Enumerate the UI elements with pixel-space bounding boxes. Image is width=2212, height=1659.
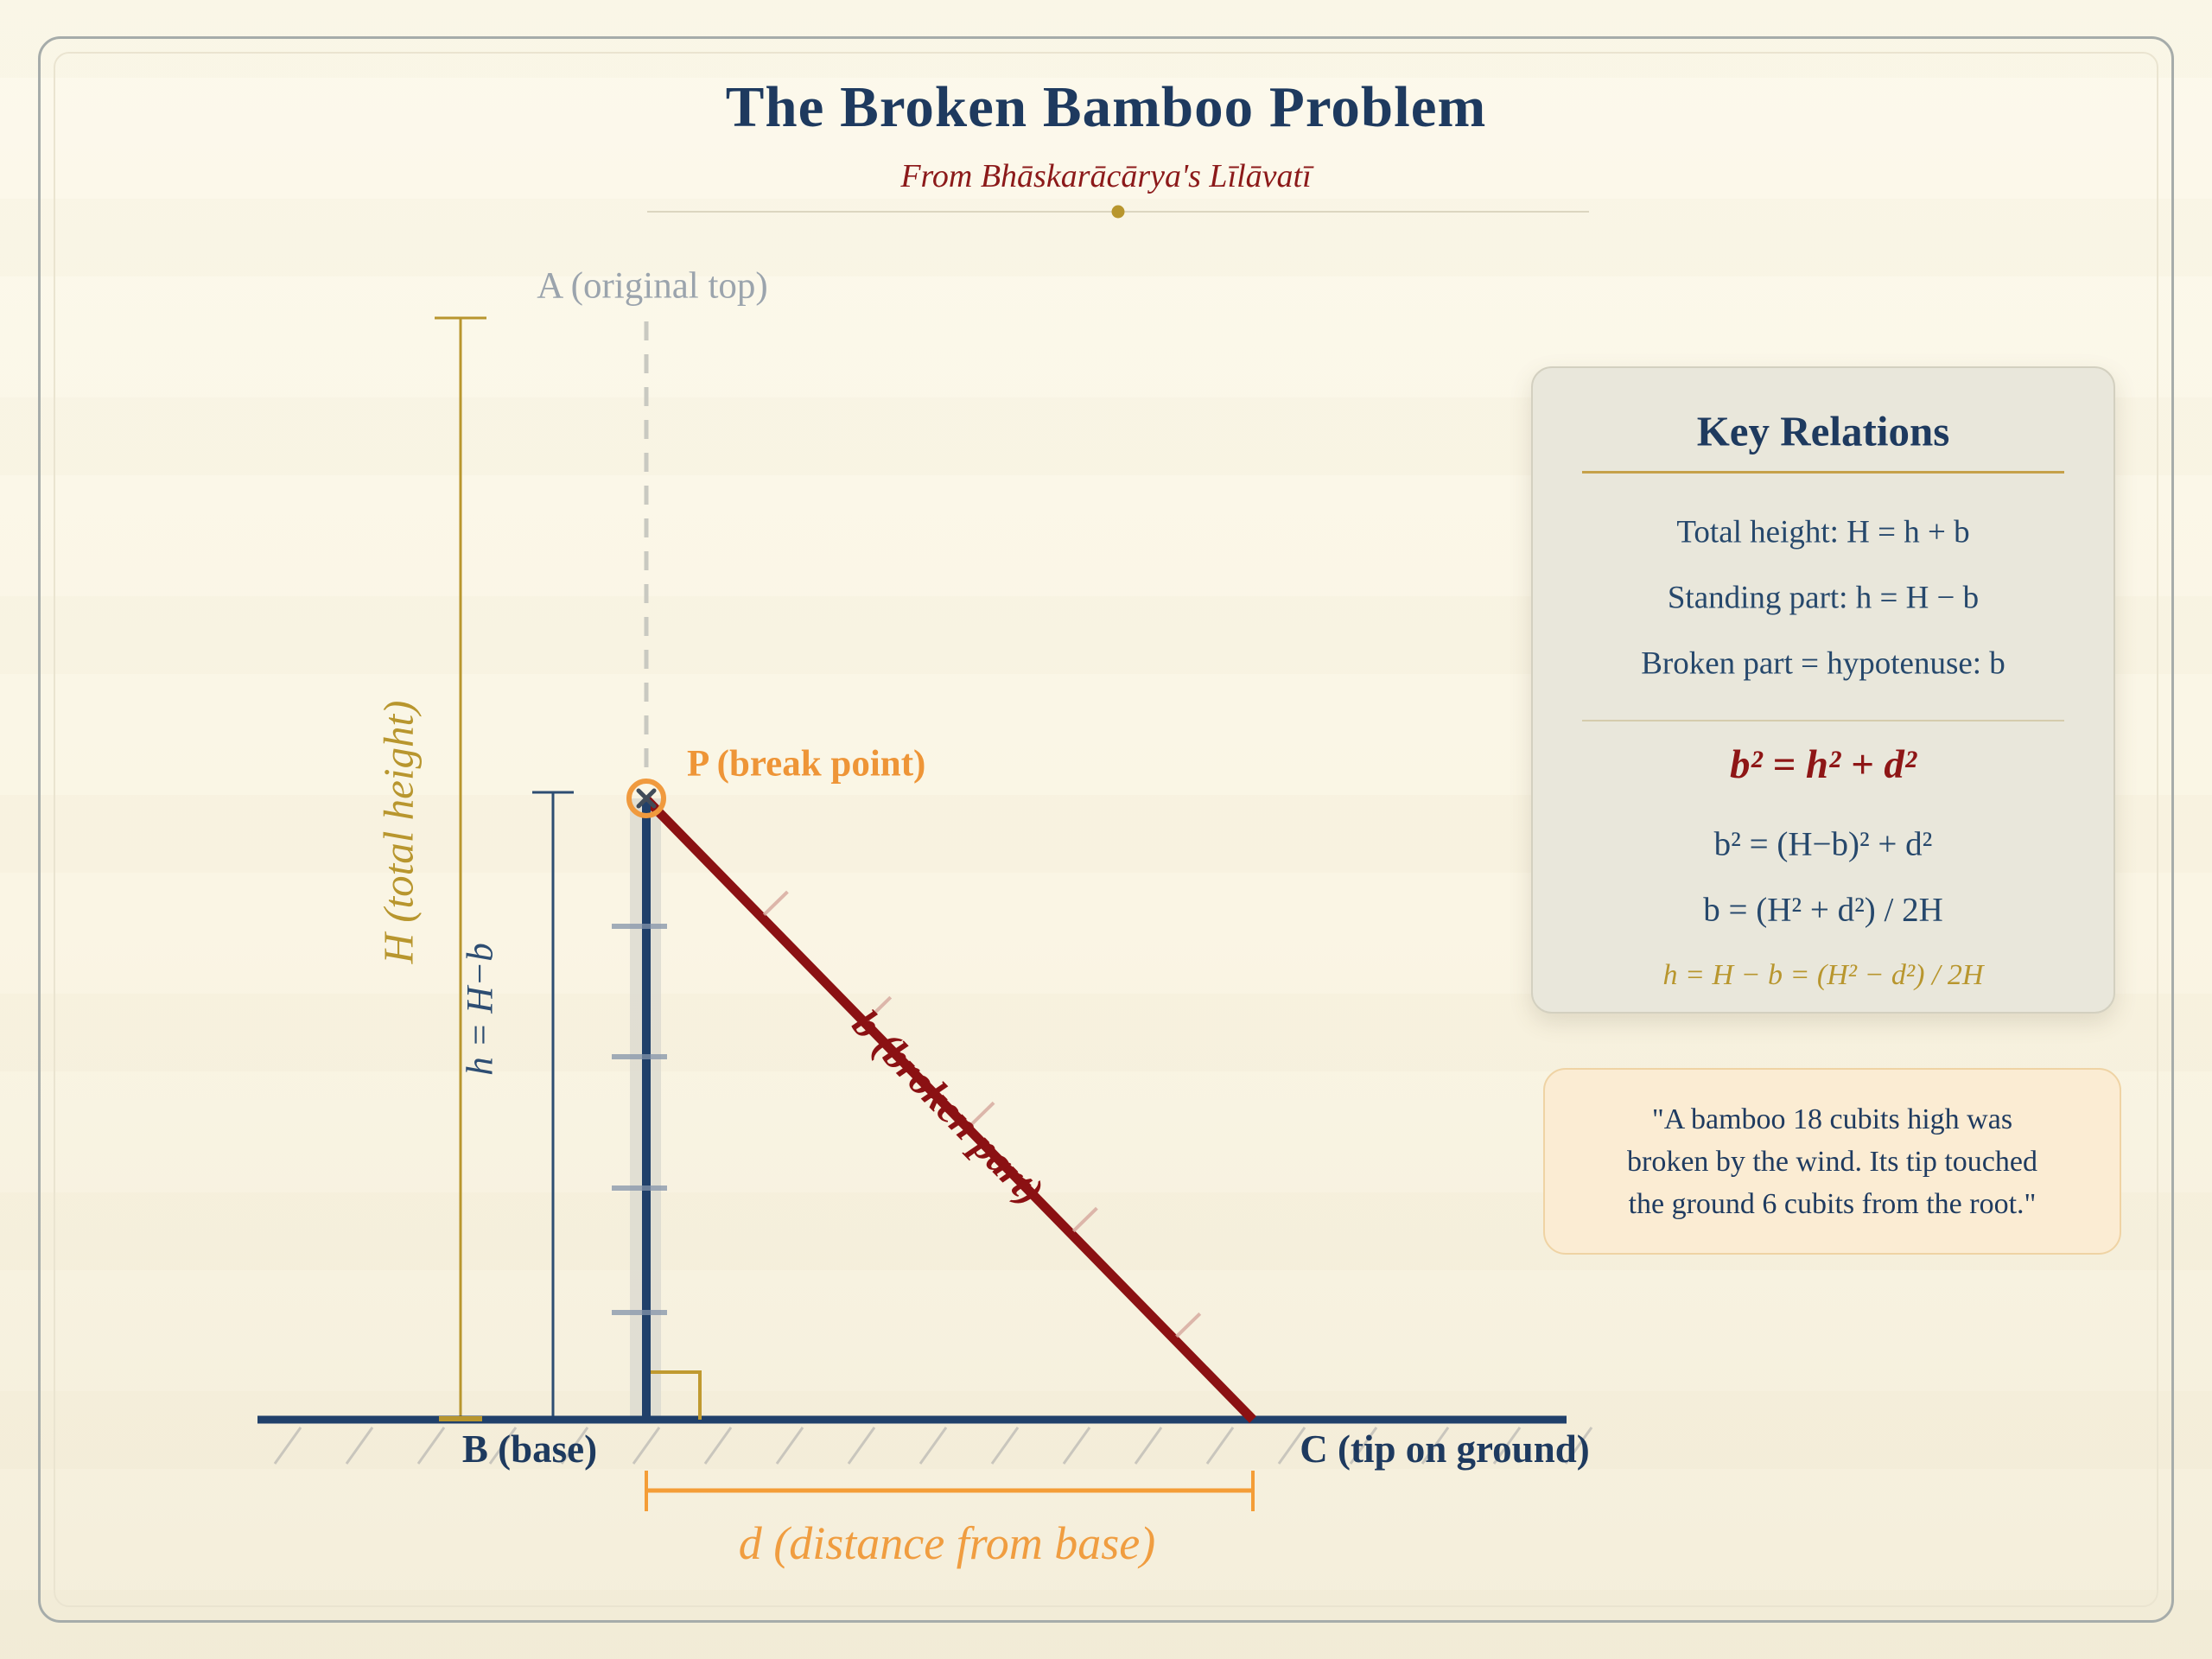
decor-line	[866, 995, 893, 1022]
bamboo-node-ticks	[612, 924, 667, 1315]
decor-line	[416, 1427, 446, 1465]
decor-line	[990, 1427, 1020, 1465]
label-total-height: H (total height)	[374, 700, 423, 964]
decor-line	[1175, 1312, 1202, 1338]
decor-line	[632, 1427, 661, 1465]
break-point-marker-icon	[626, 779, 666, 818]
decor-line	[1071, 1206, 1098, 1233]
relation-total-height: Total height: H = h + b	[1676, 514, 1970, 550]
height-solution-formula: h = H − b = (H² − d²) / 2H	[1662, 959, 1984, 991]
page-title: The Broken Bamboo Problem	[725, 75, 1487, 139]
label-break-point: P (break point)	[687, 743, 926, 785]
decor-line	[1421, 1427, 1450, 1465]
decor-line	[969, 1101, 995, 1128]
ground-hatching	[273, 1427, 1593, 1465]
divider-dot-icon	[1111, 205, 1125, 219]
key-relations-panel: Key Relations Total height: H = h + b St…	[1531, 366, 2115, 1014]
decor-line	[488, 1427, 518, 1465]
relation-standing-part: Standing part: h = H − b	[1667, 580, 1980, 616]
label-base: B (base)	[461, 1427, 598, 1471]
broken-part-line	[643, 796, 1256, 1423]
decor-line	[1062, 1427, 1091, 1465]
decor-line	[1492, 1427, 1522, 1465]
label-original-top: A (original top)	[537, 265, 768, 307]
key-relations-divider	[1582, 720, 2064, 721]
key-relations-underline	[1582, 471, 2064, 474]
break-point-x-stroke2	[636, 788, 657, 809]
decor-line	[1134, 1427, 1163, 1465]
decor-line	[703, 1427, 733, 1465]
decor-line	[273, 1427, 302, 1465]
relation-broken-part: Broken part = hypotenuse: b	[1641, 645, 2005, 682]
decor-line	[918, 1427, 948, 1465]
decor-line	[1349, 1427, 1378, 1465]
decor-line	[345, 1427, 374, 1465]
quote-line: the ground 6 cubits from the root."	[1628, 1187, 2037, 1220]
decor-line	[1277, 1427, 1306, 1465]
decor-line	[762, 890, 789, 917]
right-angle-marker	[646, 1370, 702, 1420]
problem-quote-box: "A bamboo 18 cubits high was broken by t…	[1543, 1068, 2121, 1255]
header-divider	[647, 205, 1589, 219]
quote-line: broken by the wind. Its tip touched	[1627, 1145, 2037, 1178]
decor-line	[775, 1427, 804, 1465]
decor-line	[560, 1427, 589, 1465]
derivation-solved-b: b = (H² + d²) / 2H	[1703, 891, 1943, 929]
decor-line	[1564, 1427, 1593, 1465]
pythagorean-formula: b² = h² + d²	[1730, 742, 1916, 787]
page-subtitle: From Bhāskarācārya's Līlāvatī	[900, 158, 1312, 194]
derivation-substituted: b² = (H−b)² + d²	[1713, 825, 1933, 863]
broken-part-ticks	[762, 890, 1202, 1338]
quote-line: "A bamboo 18 cubits high was	[1651, 1103, 2013, 1135]
decor-line	[847, 1427, 876, 1465]
label-standing-part: h = H−b	[460, 943, 501, 1076]
label-distance: d (distance from base)	[738, 1517, 1156, 1569]
label-tip-on-ground: C (tip on ground)	[1300, 1427, 1590, 1471]
decor-line	[1205, 1427, 1235, 1465]
key-relations-title: Key Relations	[1696, 407, 1950, 455]
